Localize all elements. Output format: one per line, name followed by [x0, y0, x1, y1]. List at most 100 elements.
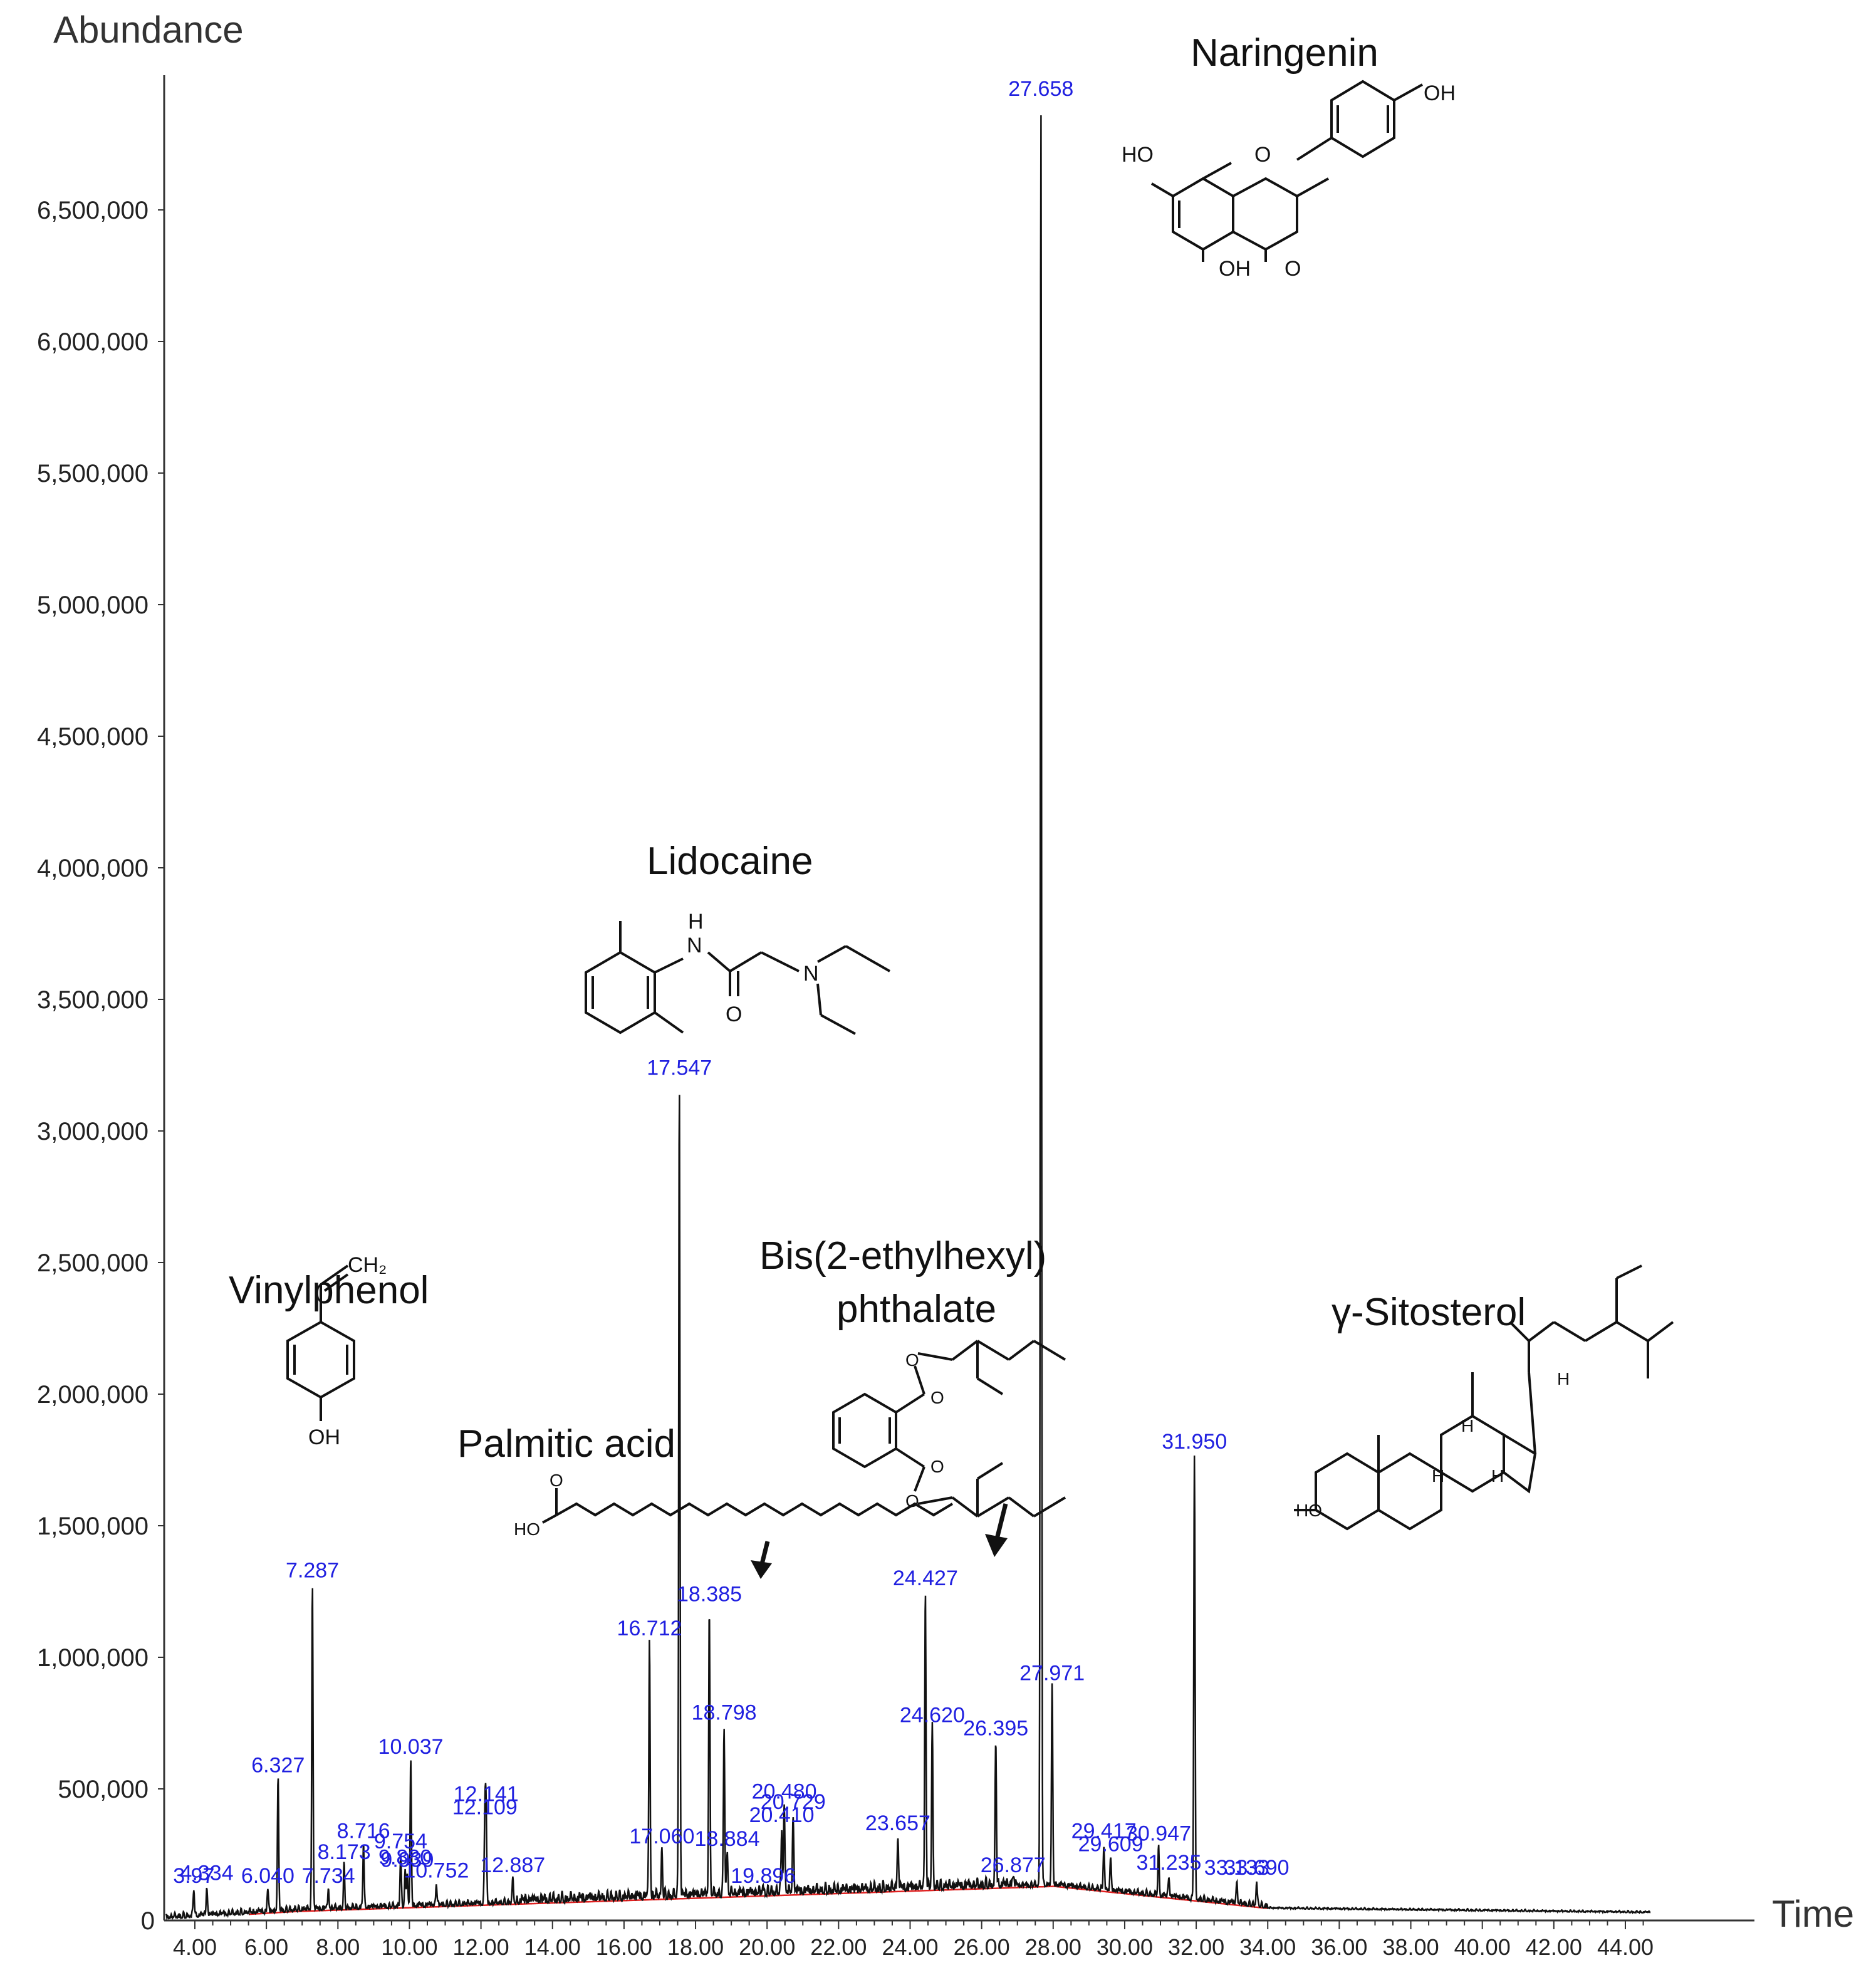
x-tick-label: 44.00 — [1597, 1934, 1654, 1960]
peak-label: 26.395 — [963, 1717, 1028, 1741]
dehp-o3: O — [930, 1457, 944, 1476]
peak-label: 20.480 — [752, 1779, 817, 1803]
baseline-trace — [249, 1885, 1268, 1915]
y-tick-label: 1,500,000 — [37, 1513, 149, 1540]
peak-label: 6.327 — [251, 1753, 305, 1777]
dehp-name-line2: phthalate — [836, 1288, 996, 1331]
sitosterol-ho: HO — [1296, 1501, 1322, 1520]
y-tick-label: 2,000,000 — [37, 1381, 149, 1409]
palmitic-acid-name: Palmitic acid — [457, 1422, 675, 1466]
x-tick-label: 8.00 — [316, 1934, 360, 1960]
naringenin-ho: HO — [1122, 143, 1154, 167]
peak-label: 8.173 — [318, 1840, 371, 1864]
peak-label: 3.97 — [173, 1864, 214, 1888]
naringenin-oh-top: OH — [1424, 81, 1456, 105]
x-tick-label: 16.00 — [596, 1934, 652, 1960]
naringenin-structure — [1150, 80, 1423, 262]
y-tick-label: 6,000,000 — [37, 328, 149, 356]
peak-label: 20.410 — [749, 1803, 815, 1827]
y-tick-label: 3,000,000 — [37, 1118, 149, 1145]
y-tick-label: 6,500,000 — [37, 197, 149, 224]
sitosterol-h1: H — [1432, 1466, 1444, 1486]
x-tick-label: 6.00 — [244, 1934, 288, 1960]
sitosterol-name: γ-Sitosterol — [1331, 1291, 1526, 1334]
peak-label: 31.950 — [1162, 1430, 1227, 1454]
x-tick-label: 28.00 — [1025, 1934, 1081, 1960]
naringenin-oh-bottom: OH — [1219, 257, 1251, 281]
dehp-arrow — [985, 1503, 1008, 1557]
sitosterol-h2: H — [1461, 1416, 1474, 1435]
peak-label: 7.287 — [286, 1559, 339, 1583]
y-ticks: 500,000 1,000,000 1,500,000 2,000,000 2,500,… — [37, 197, 164, 1935]
dehp-o4: O — [905, 1491, 919, 1511]
peak-label: 24.427 — [893, 1566, 958, 1590]
x-tick-label: 38.00 — [1383, 1934, 1439, 1960]
peak-label: 9.880 — [378, 1845, 432, 1869]
y-tick-label: 1,000,000 — [37, 1644, 149, 1672]
peak-label: 20.729 — [761, 1790, 826, 1814]
x-tick-label: 40.00 — [1454, 1934, 1511, 1960]
peak-label: 17.060 — [629, 1825, 694, 1848]
peak-label: 24.620 — [900, 1704, 965, 1727]
peak-label: 18.385 — [677, 1582, 742, 1606]
lidocaine-h: H — [688, 910, 704, 934]
x-tick-label: 4.00 — [173, 1934, 217, 1960]
y-tick-zero: 0 — [141, 1907, 155, 1935]
x-axis-title: Time — [1772, 1893, 1854, 1935]
x-tick-label: 24.00 — [882, 1934, 938, 1960]
peak-label: 26.877 — [981, 1853, 1046, 1877]
lidocaine-o: O — [726, 1003, 742, 1026]
y-tick-label: 3,500,000 — [37, 986, 149, 1014]
y-tick-label: 5,000,000 — [37, 591, 149, 619]
peak-label: 10.752 — [404, 1858, 469, 1882]
vinylphenol-name: Vinylphenol — [229, 1269, 429, 1312]
peak-label: 12.141 — [454, 1783, 519, 1806]
y-tick-label: 5,500,000 — [37, 460, 149, 487]
peak-label: 9.754 — [374, 1830, 427, 1853]
dehp-structure — [832, 1340, 1066, 1518]
naringenin-o-keto: O — [1285, 257, 1301, 281]
sitosterol-h3: H — [1491, 1466, 1504, 1486]
peak-label: 18.798 — [692, 1701, 757, 1724]
x-tick-label: 36.00 — [1311, 1934, 1367, 1960]
lidocaine-name: Lidocaine — [647, 840, 813, 883]
peak-label: 16.712 — [617, 1617, 682, 1640]
y-tick-label: 500,000 — [58, 1776, 149, 1803]
peak-labels: 3.974.334 6.0406.3277.2877.7348.1738.7169… — [173, 77, 1289, 1888]
peak-label: 29.417 — [1071, 1819, 1137, 1843]
palmitic-acid-structure — [542, 1488, 954, 1524]
vinylphenol-oh: OH — [308, 1425, 340, 1449]
x-tick-label: 14.00 — [524, 1934, 581, 1960]
x-ticks: 4.00 6.00 8.00 10.00 12.00 14.00 16.00 18.00 20.… — [173, 1920, 1654, 1960]
x-tick-label: 34.00 — [1239, 1934, 1296, 1960]
x-tick-label: 30.00 — [1097, 1934, 1153, 1960]
peak-label: 27.971 — [1019, 1661, 1085, 1685]
peak-label: 31.235 — [1136, 1851, 1201, 1875]
peak-label: 4.334 — [180, 1862, 234, 1885]
x-tick-label: 10.00 — [381, 1934, 437, 1960]
vinylphenol-structure — [286, 1264, 355, 1421]
sitosterol-h4: H — [1557, 1369, 1570, 1388]
peak-label: 7.734 — [302, 1864, 355, 1888]
peak-label: 27.658 — [1008, 77, 1073, 101]
dehp-o1: O — [905, 1350, 919, 1370]
lidocaine-n1: N — [687, 934, 702, 957]
peak-label: 6.040 — [241, 1864, 294, 1888]
naringenin-name: Naringenin — [1191, 31, 1378, 75]
x-tick-label: 32.00 — [1168, 1934, 1224, 1960]
x-tick-label: 20.00 — [739, 1934, 795, 1960]
peak-label: 10.037 — [378, 1735, 444, 1759]
peak-label: 33.690 — [1224, 1856, 1290, 1880]
y-tick-label: 4,000,000 — [37, 855, 149, 882]
peak-label: 9.939 — [380, 1848, 434, 1872]
chromatogram-trace — [165, 115, 1651, 1921]
palmitic-acid-ho: HO — [514, 1519, 540, 1539]
peak-label: 17.547 — [647, 1056, 712, 1080]
peak-label: 18.884 — [695, 1827, 760, 1851]
peak-label: 19.896 — [731, 1864, 796, 1888]
peak-label: 29.609 — [1078, 1832, 1144, 1856]
x-tick-label: 22.00 — [810, 1934, 867, 1960]
x-tick-label: 12.00 — [453, 1934, 509, 1960]
palmitic-acid-o: O — [550, 1471, 563, 1490]
